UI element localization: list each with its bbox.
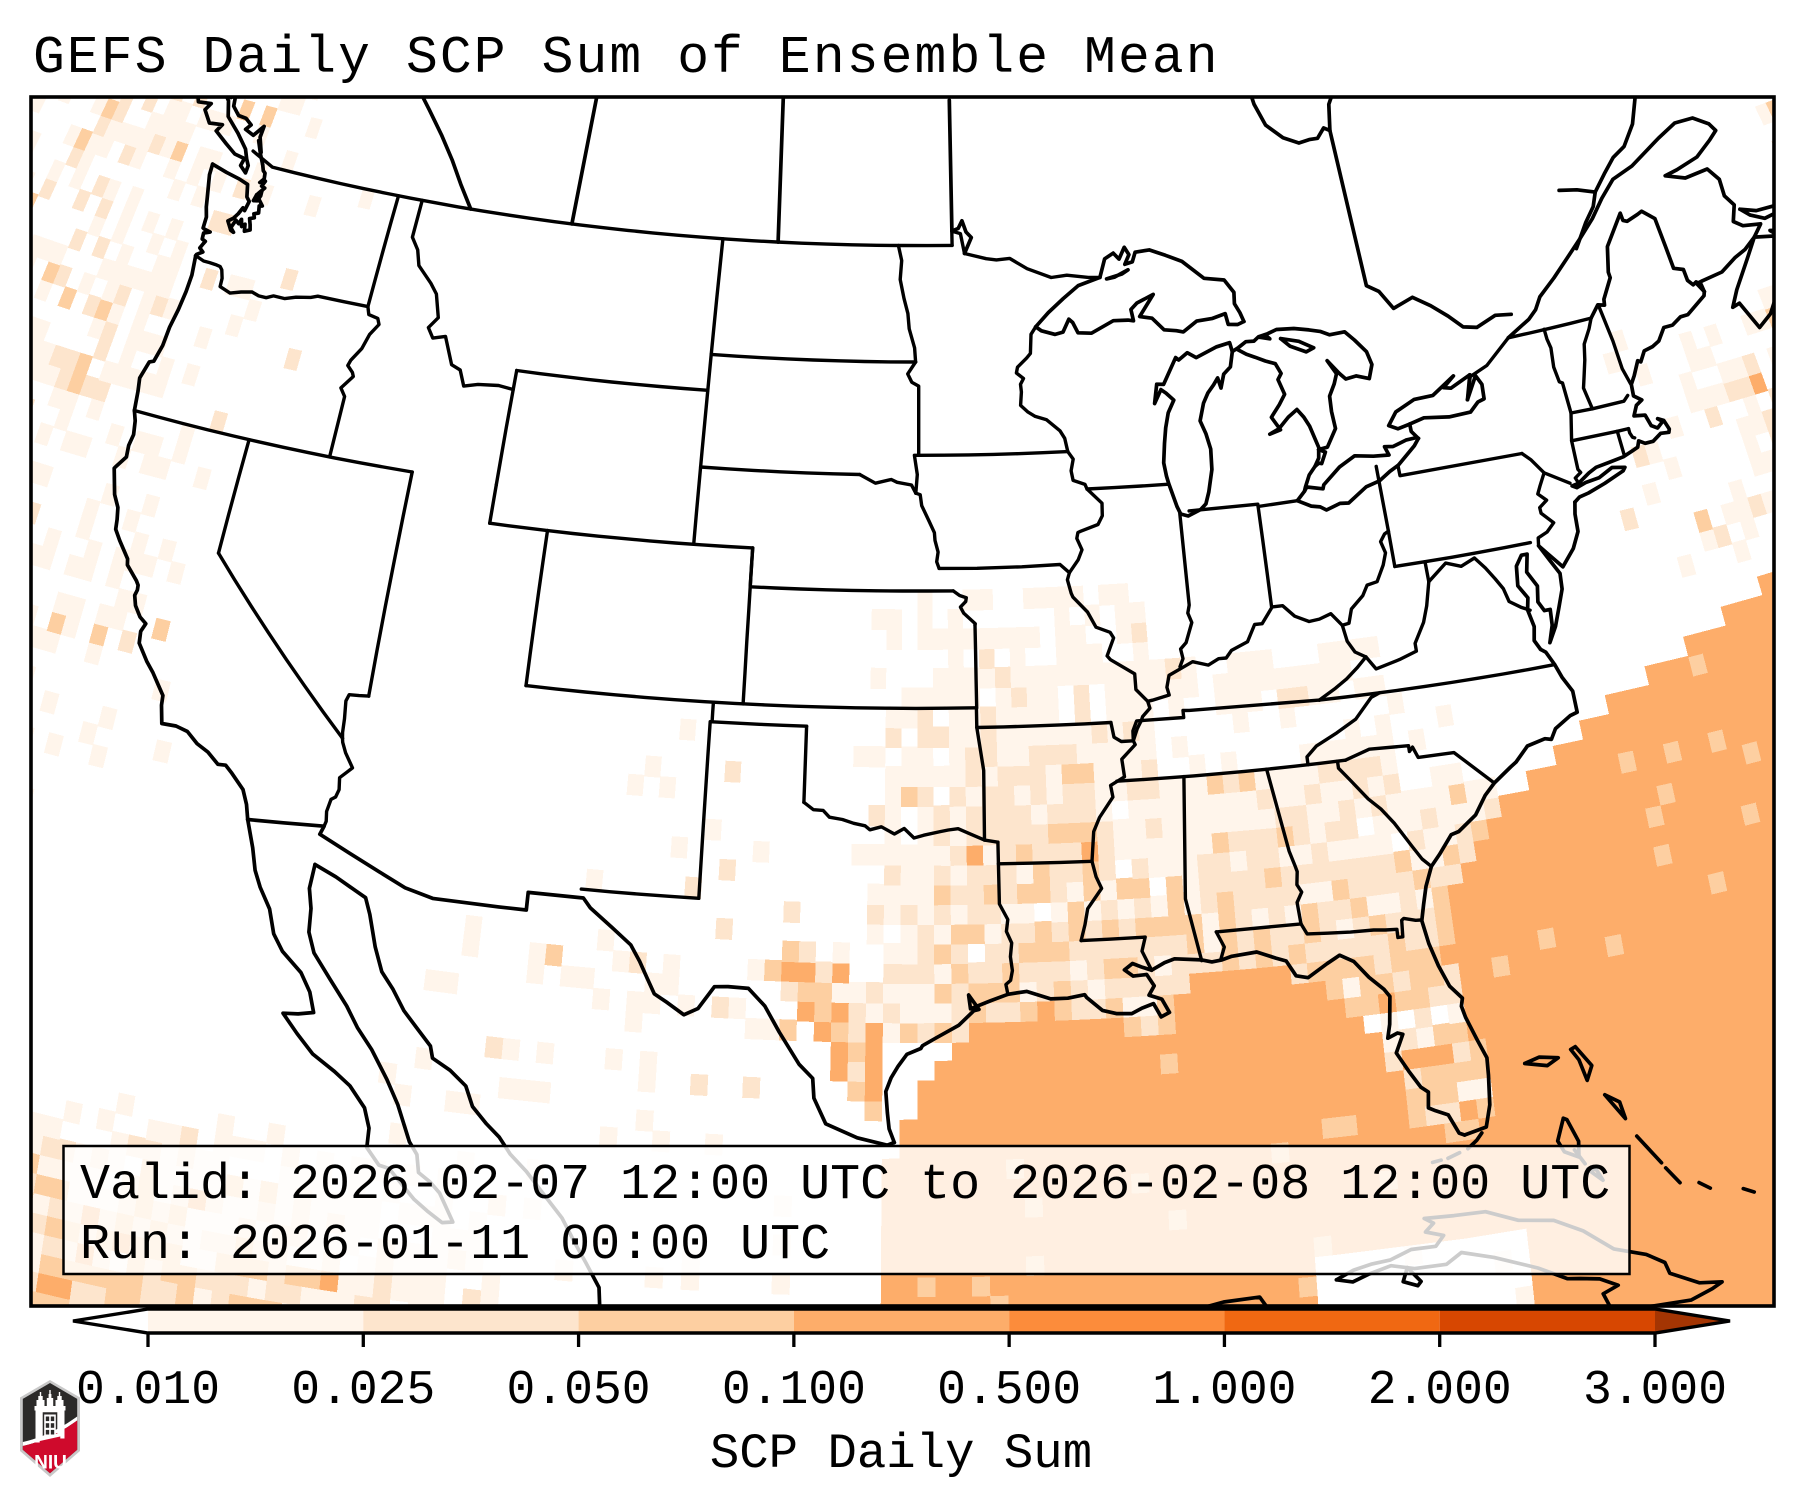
svg-text:0.500: 0.500 bbox=[937, 1364, 1081, 1418]
svg-text:0.010: 0.010 bbox=[76, 1364, 220, 1418]
svg-text:0.050: 0.050 bbox=[507, 1364, 651, 1418]
svg-text:0.100: 0.100 bbox=[722, 1364, 866, 1418]
svg-text:Valid: 2026-02-07 12:00 UTC to: Valid: 2026-02-07 12:00 UTC to 2026-02-0… bbox=[80, 1157, 1610, 1214]
svg-text:1.000: 1.000 bbox=[1152, 1364, 1296, 1418]
svg-text:0.025: 0.025 bbox=[291, 1364, 435, 1418]
svg-text:Run: 2026-01-11 00:00 UTC: Run: 2026-01-11 00:00 UTC bbox=[80, 1217, 830, 1274]
svg-text:2.000: 2.000 bbox=[1368, 1364, 1512, 1418]
svg-text:GEFS Daily SCP Sum of Ensemble: GEFS Daily SCP Sum of Ensemble Mean bbox=[33, 28, 1220, 88]
svg-text:NIU: NIU bbox=[34, 1453, 67, 1474]
svg-text:3.000: 3.000 bbox=[1583, 1364, 1727, 1418]
svg-text:SCP Daily Sum: SCP Daily Sum bbox=[710, 1426, 1092, 1482]
